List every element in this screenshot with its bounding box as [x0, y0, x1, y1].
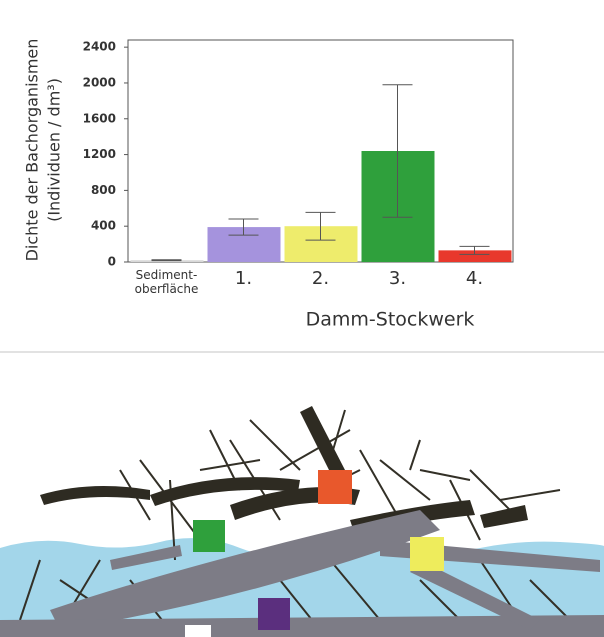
x-tick-label: 1. — [234, 268, 253, 289]
error-bar — [305, 211, 336, 241]
y-tick-label: 1200 — [83, 147, 116, 161]
x-tick-label: Sediment- oberfläche — [134, 268, 199, 296]
error-bar — [151, 259, 182, 262]
y-tick-label: 0 — [108, 255, 116, 269]
y-axis-label: (Individuen / dm³) — [45, 78, 64, 222]
y-tick-label: 800 — [91, 183, 116, 197]
x-tick-label: 2. — [311, 268, 330, 289]
x-tick-label: 3. — [388, 268, 407, 289]
error-bar — [228, 218, 259, 236]
illustration — [0, 351, 604, 637]
y-tick-label: 2400 — [83, 40, 116, 54]
x-axis-label: Damm-Stockwerk — [306, 309, 475, 331]
y-tick-label: 400 — [91, 219, 116, 233]
x-tick-label: 4. — [465, 268, 484, 289]
error-bar — [459, 245, 490, 255]
bar — [438, 250, 512, 262]
y-axis-label: Dichte der Bachorganismen — [23, 39, 42, 262]
error-bar — [382, 84, 413, 218]
y-tick-label: 2000 — [83, 75, 116, 89]
y-tick-label: 1600 — [83, 111, 116, 125]
